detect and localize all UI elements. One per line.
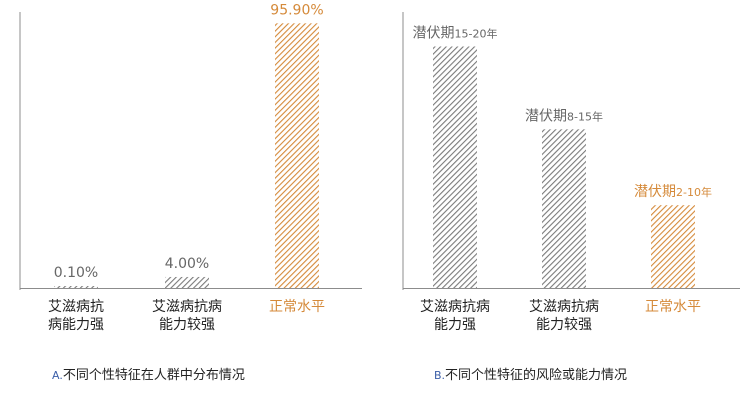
chart-a-category-label-1-line-1: 能力较强	[159, 317, 215, 333]
caption-a: A.不同个性特征在人群中分布情况	[52, 364, 245, 383]
chart-b-category-label-1-line-1: 能力较强	[536, 317, 592, 333]
caption-b-text: 不同个性特征的风险或能力情况	[445, 368, 628, 383]
chart-a: 0.10% 艾滋病抗病能力强 4.00% 艾滋病抗病能力较强 95.90% 正常水平	[19, 2, 362, 333]
chart-b-data-label-2-prefix: 潜伏期	[634, 184, 676, 200]
chart-b-bar-0	[433, 46, 477, 288]
caption-b: B.不同个性特征的风险或能力情况	[434, 364, 627, 383]
chart-a-category-label-0: 艾滋病抗病能力强	[48, 299, 104, 333]
chart-b-category-label-0-line-1: 能力强	[434, 317, 476, 333]
chart-b-data-label-1: 潜伏期8-15年	[525, 108, 603, 124]
chart-a-data-label-0: 0.10%	[54, 265, 98, 281]
chart-b-bar-1	[542, 129, 586, 288]
chart-b-category-label-0-line-0: 艾滋病抗病	[420, 299, 490, 315]
chart-b-data-label-0: 潜伏期15-20年	[413, 26, 498, 42]
chart-a-category-label-1: 艾滋病抗病能力较强	[152, 299, 222, 333]
chart-a-category-label-2: 正常水平	[269, 299, 325, 315]
chart-b-category-label-0: 艾滋病抗病能力强	[420, 299, 490, 333]
caption-b-letter: B.	[434, 369, 446, 382]
chart-a-category-label-0-line-0: 艾滋病抗	[48, 299, 104, 315]
chart-b-data-label-1-prefix: 潜伏期	[525, 108, 567, 124]
chart-b-category-label-2: 正常水平	[645, 299, 701, 315]
chart-b-data-label-2: 潜伏期2-10年	[634, 184, 712, 200]
chart-a-data-label-2: 95.90%	[270, 2, 323, 18]
caption-a-text: 不同个性特征在人群中分布情况	[62, 368, 245, 383]
chart-a-category-label-0-line-1: 病能力强	[48, 317, 104, 333]
chart-b-category-label-2-line-0: 正常水平	[645, 299, 701, 315]
caption-a-letter: A.	[52, 369, 63, 382]
chart-b-data-label-2-range: 2-10年	[676, 185, 712, 199]
chart-b-data-label-0-prefix: 潜伏期	[413, 26, 455, 42]
chart-a-category-label-2-line-0: 正常水平	[269, 299, 325, 315]
chart-a-data-label-1: 4.00%	[165, 256, 209, 272]
chart-b-data-label-0-range: 15-20年	[455, 27, 498, 41]
chart-b-data-label-1-range: 8-15年	[567, 109, 603, 123]
chart-b-category-label-1-line-0: 艾滋病抗病	[529, 299, 599, 315]
chart-a-category-label-1-line-0: 艾滋病抗病	[152, 299, 222, 315]
chart-b-bar-2	[651, 205, 695, 288]
chart-b: 潜伏期15-20年艾滋病抗病能力强潜伏期8-15年艾滋病抗病能力较强潜伏期2-1…	[402, 12, 740, 333]
chart-a-bar-0	[54, 286, 98, 288]
chart-a-bar-2	[275, 23, 319, 288]
chart-b-category-label-1: 艾滋病抗病能力较强	[529, 299, 599, 333]
chart-a-bar-1	[165, 276, 209, 288]
